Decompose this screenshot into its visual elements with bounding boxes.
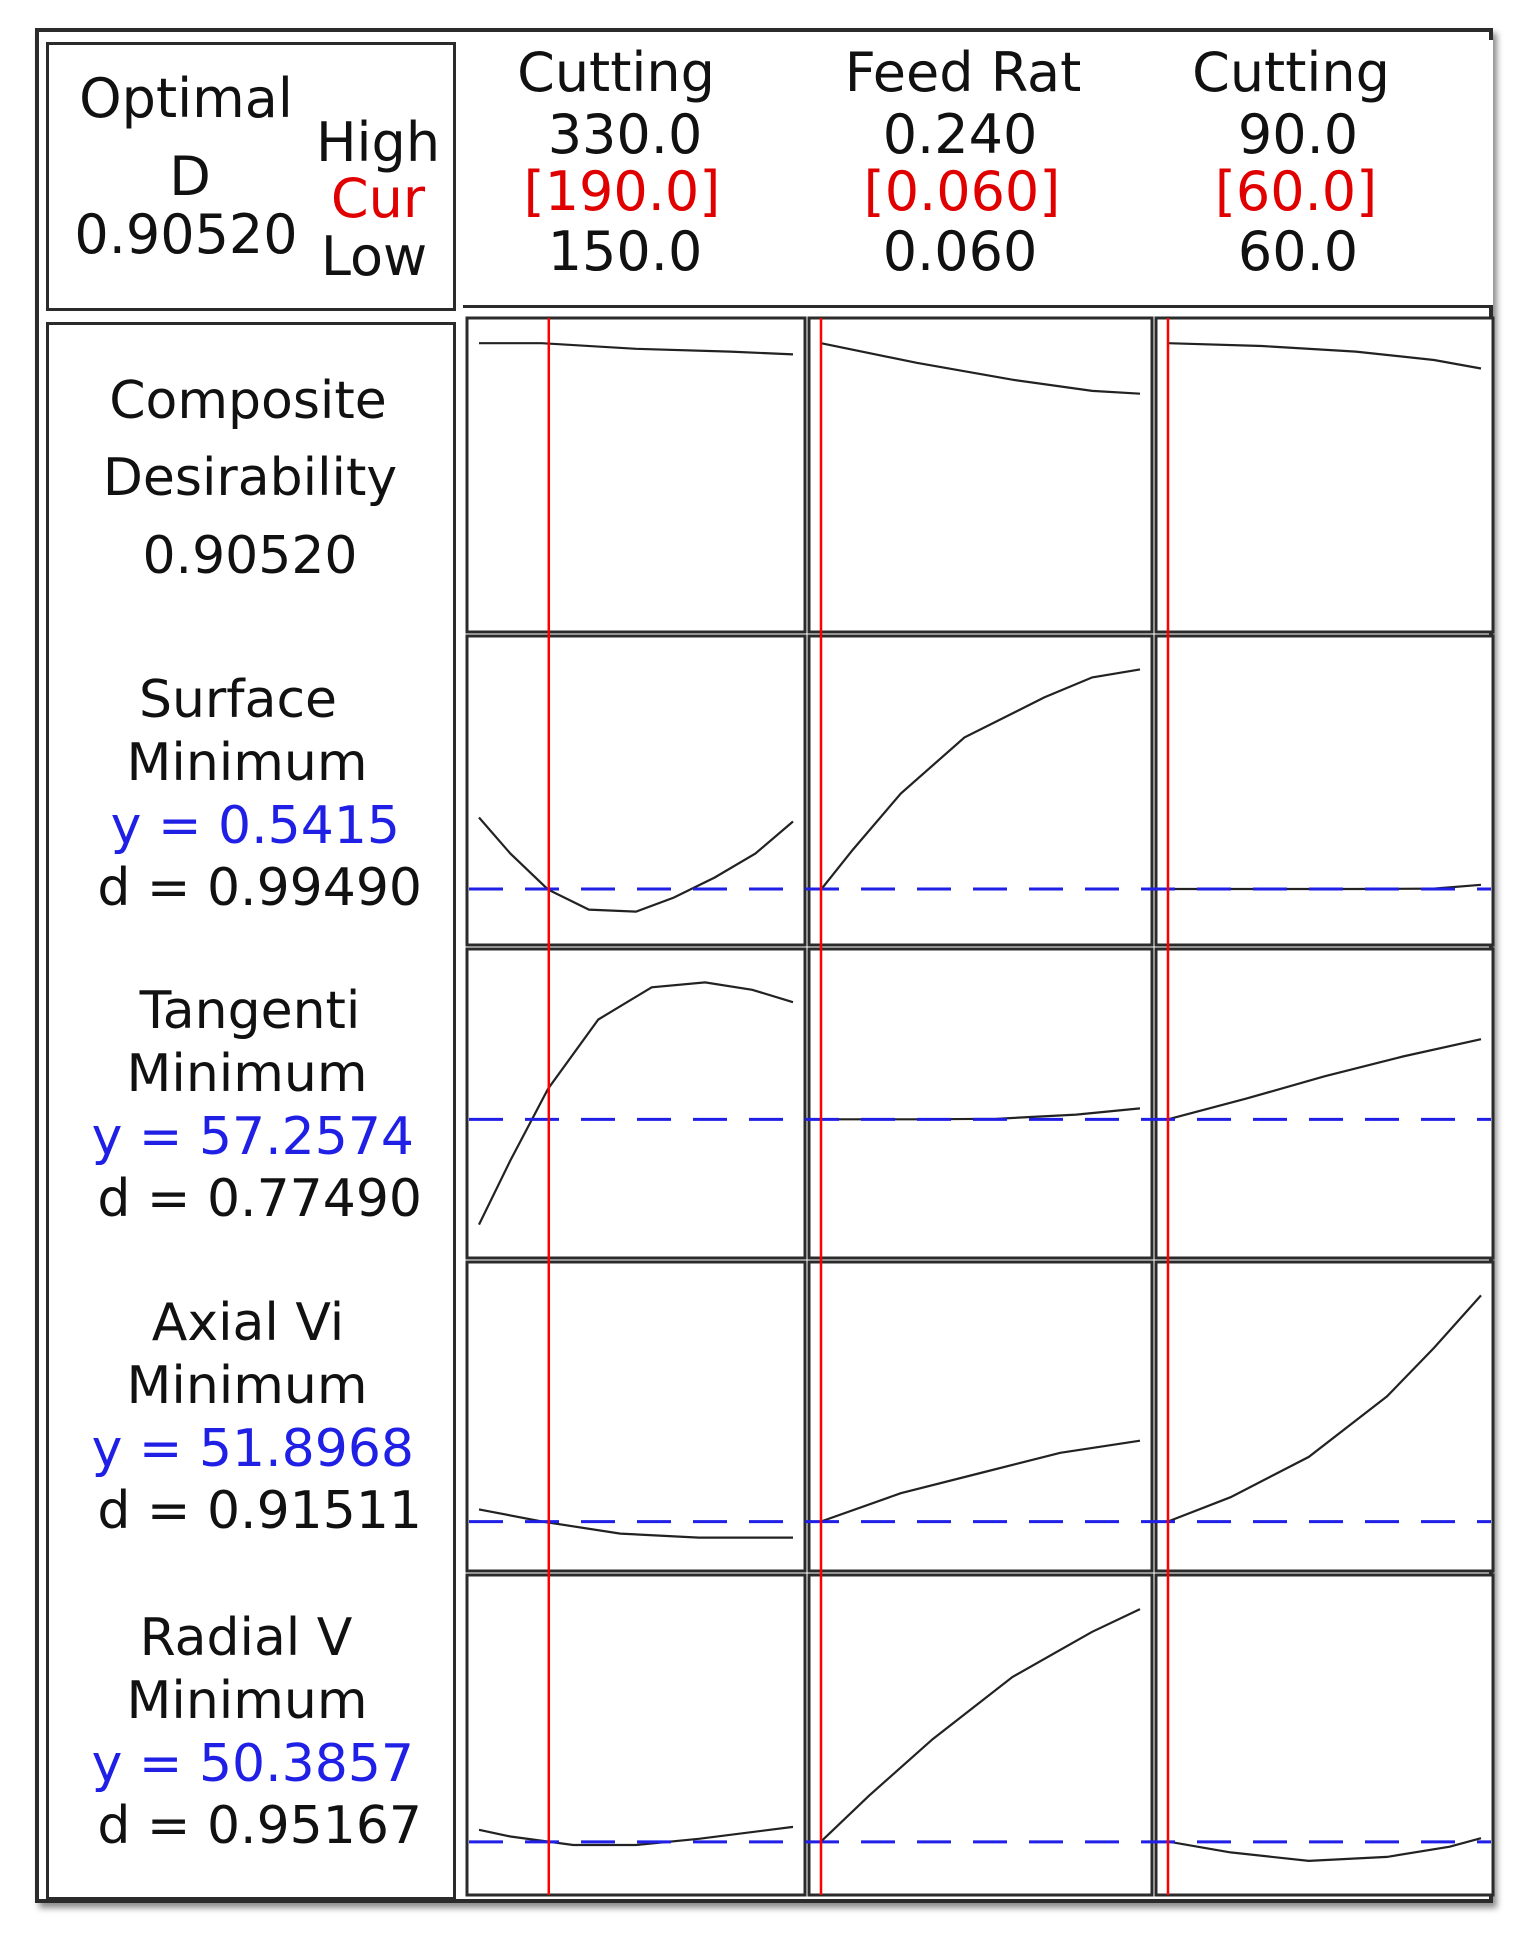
response-5-name: Radial V	[139, 1608, 353, 1668]
factor-3-high: 90.0	[1237, 103, 1359, 166]
response-5-y: y = 50.3857	[91, 1734, 414, 1794]
curve-r3-c1	[478, 981, 794, 1226]
response-2-y: y = 0.5415	[110, 796, 400, 856]
panel-r4-c1	[465, 1260, 807, 1573]
factor-3-cur: [60.0]	[1214, 160, 1378, 223]
optimal-d-value: 0.90520	[74, 203, 298, 266]
curve-r4-c2	[820, 1439, 1141, 1523]
factor-3-low: 60.0	[1237, 220, 1359, 283]
panel-r4-c2	[807, 1260, 1154, 1573]
curve-r5-c3	[1167, 1837, 1482, 1863]
factor-2-cur: [0.060]	[863, 160, 1061, 223]
response-3-y: y = 57.2574	[91, 1107, 414, 1167]
panel-r3-c2	[807, 947, 1154, 1260]
response-5-d: d = 0.95167	[97, 1796, 422, 1856]
curve-r4-c1	[478, 1508, 793, 1539]
factor-1-high: 330.0	[547, 103, 703, 166]
response-labels-box	[46, 322, 456, 1900]
response-4-name: Axial Vi	[151, 1293, 345, 1353]
response-1-value: 0.90520	[142, 526, 358, 586]
panel-r4-c3	[1154, 1260, 1495, 1573]
factor-1-name: Cutting	[517, 41, 715, 104]
factor-2-name: Feed Rat	[844, 41, 1082, 104]
panel-r1-c1	[465, 316, 807, 634]
response-4-y: y = 51.8968	[91, 1419, 414, 1479]
response-2-goal: Minimum	[126, 733, 368, 793]
curve-r2-c2	[820, 668, 1141, 891]
curve-r2-c1	[478, 816, 794, 913]
response-5-goal: Minimum	[126, 1671, 368, 1731]
panel-r2-c3	[1154, 634, 1495, 947]
factor-1-cur: [190.0]	[523, 160, 721, 223]
curve-r4-c3	[1167, 1294, 1482, 1523]
response-1-line2: Desirability	[102, 448, 398, 508]
high-label: High	[315, 111, 441, 174]
panel-r5-c1	[465, 1573, 807, 1897]
factor-2-low: 0.060	[882, 220, 1038, 283]
curve-r5-c2	[820, 1608, 1141, 1843]
response-2-name: Surface	[138, 670, 338, 730]
panel-r2-c2	[807, 634, 1154, 947]
panel-r3-c1	[465, 947, 807, 1260]
panel-r1-c2	[807, 316, 1154, 634]
factor-3-name: Cutting	[1192, 41, 1390, 104]
low-label: Low	[320, 225, 428, 288]
response-2-d: d = 0.99490	[97, 858, 422, 918]
response-3-name: Tangenti	[139, 981, 361, 1041]
curve-r1-c2	[820, 342, 1141, 395]
optimal-box	[46, 42, 456, 311]
optimal-title: Optimal	[79, 67, 293, 130]
factor-1-low: 150.0	[547, 220, 703, 283]
factor-header-box	[463, 40, 1493, 308]
panel-r5-c2	[807, 1573, 1154, 1897]
curve-r3-c3	[1167, 1038, 1482, 1121]
optimal-d-label: D	[169, 145, 211, 208]
response-4-d: d = 0.91511	[97, 1481, 422, 1541]
curve-r1-c3	[1167, 342, 1482, 370]
response-3-d: d = 0.77490	[97, 1169, 422, 1229]
response-4-goal: Minimum	[126, 1356, 368, 1416]
panel-r1-c3	[1154, 316, 1495, 634]
curve-r5-c1	[478, 1825, 794, 1847]
curve-r1-c1	[479, 342, 794, 356]
panel-r2-c1	[465, 634, 807, 947]
factor-2-high: 0.240	[882, 103, 1038, 166]
response-1-name: Composite	[109, 371, 387, 431]
cur-label: Cur	[330, 167, 426, 230]
response-3-goal: Minimum	[126, 1044, 368, 1104]
panel-r3-c3	[1154, 947, 1495, 1260]
